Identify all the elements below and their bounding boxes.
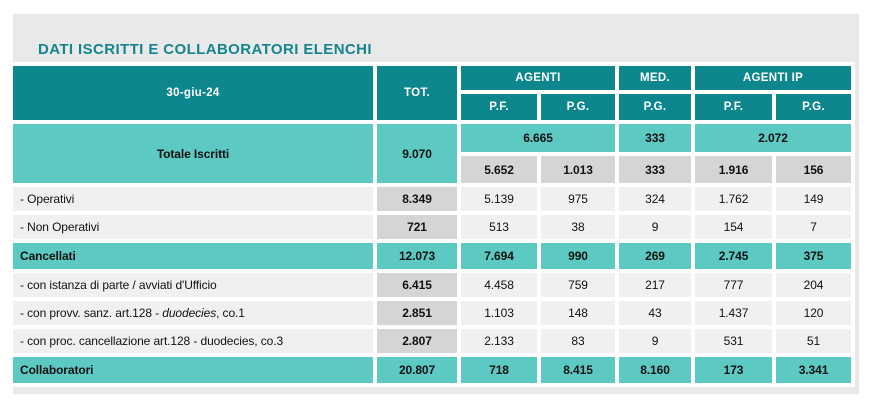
column-header-agenti-pf: P.F. — [461, 94, 537, 120]
cell-value: 777 — [695, 273, 772, 297]
row-label: - con proc. cancellazione art.128 - duod… — [13, 329, 373, 353]
cell-value: 1.437 — [695, 301, 772, 325]
table-row-non-operativi: - Non Operativi 721 513 38 9 154 7 — [13, 215, 851, 239]
column-header-agenti-ip-pg: P.G. — [776, 94, 851, 120]
table-row-collaboratori: Collaboratori 20.807 718 8.415 8.160 173… — [13, 357, 851, 383]
cell-value: 513 — [461, 215, 537, 239]
data-table: 30-giu-24 TOT. AGENTI MED. AGENTI IP P.F… — [9, 62, 855, 387]
cell-totale-agenti: 6.665 — [461, 124, 615, 152]
row-label-italic: duodecies — [162, 306, 217, 320]
table-row-totale-iscritti: Totale Iscritti 9.070 6.665 333 2.072 — [13, 124, 851, 183]
row-label: - Operativi — [13, 187, 373, 211]
table-row-con-provv-sanz: - con provv. sanz. art.128 - duodecies, … — [13, 301, 851, 325]
header-row-subcolumns: P.F. P.G. P.G. P.F. P.G. — [13, 94, 851, 120]
header-row-groups: 30-giu-24 TOT. AGENTI MED. AGENTI IP — [13, 66, 851, 120]
cell-value: 990 — [541, 243, 615, 269]
cell-value: 1.916 — [695, 156, 772, 183]
column-header-med-pg: P.G. — [619, 94, 691, 120]
cell-value: 5.139 — [461, 187, 537, 211]
table-row-con-proc-cancellazione: - con proc. cancellazione art.128 - duod… — [13, 329, 851, 353]
cell-value: 38 — [541, 215, 615, 239]
row-label: - Non Operativi — [13, 215, 373, 239]
cell-value: 217 — [619, 273, 691, 297]
column-group-agenti-ip: AGENTI IP — [695, 66, 851, 90]
row-label: - con provv. sanz. art.128 - duodecies, … — [13, 301, 373, 325]
column-header-tot: TOT. — [377, 66, 457, 120]
cell-totale-med: 333 — [619, 124, 691, 152]
column-group-med: MED. — [619, 66, 691, 90]
cell-totale-agenti-ip: 2.072 — [695, 124, 851, 152]
cell-tot: 721 — [377, 215, 457, 239]
cell-value: 83 — [541, 329, 615, 353]
cell-value: 5.652 — [461, 156, 537, 183]
table-row-cancellati: Cancellati 12.073 7.694 990 269 2.745 37… — [13, 243, 851, 269]
cell-value: 718 — [461, 357, 537, 383]
cell-totale-tot: 9.070 — [377, 124, 457, 183]
cell-value: 333 — [619, 156, 691, 183]
cell-tot: 20.807 — [377, 357, 457, 383]
table-row-totale-detail: 5.652 1.013 333 1.916 156 — [13, 156, 851, 183]
cell-value: 324 — [619, 187, 691, 211]
cell-tot: 6.415 — [377, 273, 457, 297]
cell-value: 156 — [776, 156, 851, 183]
cell-value: 759 — [541, 273, 615, 297]
cell-value: 154 — [695, 215, 772, 239]
row-label-cancellati: Cancellati — [13, 243, 373, 269]
column-group-agenti: AGENTI — [461, 66, 615, 90]
row-label-totale-iscritti: Totale Iscritti — [13, 124, 373, 183]
column-header-date: 30-giu-24 — [13, 66, 373, 120]
cell-value: 2.133 — [461, 329, 537, 353]
page-title: DATI ISCRITTI E COLLABORATORI ELENCHI — [38, 41, 372, 58]
row-label: - con istanza di parte / avviati d'Uffic… — [13, 273, 373, 297]
table-row-operativi: - Operativi 8.349 5.139 975 324 1.762 14… — [13, 187, 851, 211]
cell-tot: 2.807 — [377, 329, 457, 353]
cell-tot: 2.851 — [377, 301, 457, 325]
cell-value: 43 — [619, 301, 691, 325]
cell-value: 1.013 — [541, 156, 615, 183]
cell-tot: 12.073 — [377, 243, 457, 269]
cell-value: 204 — [776, 273, 851, 297]
cell-value: 1.762 — [695, 187, 772, 211]
row-label-prefix: - con provv. sanz. art.128 - — [20, 306, 163, 320]
column-header-agenti-ip-pf: P.F. — [695, 94, 772, 120]
row-label-collaboratori: Collaboratori — [13, 357, 373, 383]
column-header-agenti-pg: P.G. — [541, 94, 615, 120]
cell-value: 2.745 — [695, 243, 772, 269]
cell-value: 9 — [619, 329, 691, 353]
row-label-suffix: , co.1 — [216, 306, 245, 320]
cell-value: 4.458 — [461, 273, 537, 297]
cell-value: 375 — [776, 243, 851, 269]
cell-value: 269 — [619, 243, 691, 269]
cell-value: 8.160 — [619, 357, 691, 383]
cell-value: 149 — [776, 187, 851, 211]
cell-value: 148 — [541, 301, 615, 325]
cell-value: 975 — [541, 187, 615, 211]
cell-value: 8.415 — [541, 357, 615, 383]
cell-value: 1.103 — [461, 301, 537, 325]
cell-value: 7.694 — [461, 243, 537, 269]
cell-value: 7 — [776, 215, 851, 239]
table-row-con-istanza: - con istanza di parte / avviati d'Uffic… — [13, 273, 851, 297]
cell-value: 531 — [695, 329, 772, 353]
cell-tot: 8.349 — [377, 187, 457, 211]
cell-value: 173 — [695, 357, 772, 383]
cell-value: 51 — [776, 329, 851, 353]
cell-value: 9 — [619, 215, 691, 239]
cell-value: 3.341 — [776, 357, 851, 383]
cell-value: 120 — [776, 301, 851, 325]
